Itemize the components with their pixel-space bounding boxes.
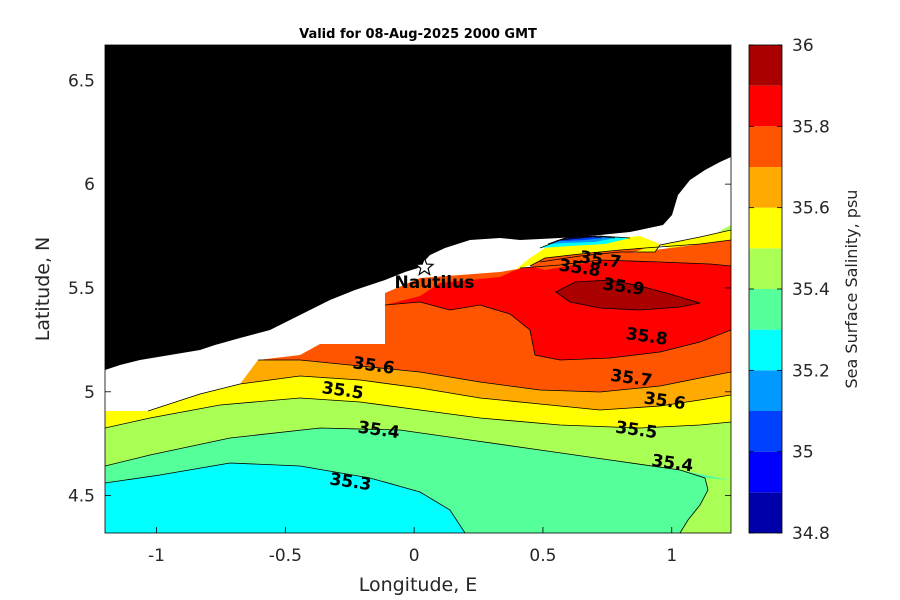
y-axis-label: Latitude, N bbox=[32, 237, 54, 342]
y-tick-label: 5.5 bbox=[68, 279, 95, 299]
colorbar-segment bbox=[749, 492, 782, 533]
colorbar-segment bbox=[749, 126, 782, 167]
map-plot-area bbox=[105, 45, 731, 533]
colorbar-tick-label: 36 bbox=[792, 36, 814, 56]
star-icon bbox=[414, 256, 435, 276]
y-tick-label: 5 bbox=[84, 383, 95, 403]
contour-line-35.3 bbox=[105, 462, 466, 533]
colorbar bbox=[749, 45, 782, 533]
colorbar-tick-label: 34.8 bbox=[792, 524, 830, 544]
land-mass bbox=[105, 45, 731, 370]
salinity-band-35.6 bbox=[105, 360, 731, 411]
contour-line-35.4 bbox=[105, 427, 709, 533]
salinity-band-35.9 bbox=[556, 280, 700, 310]
contour-line-35.2-north bbox=[539, 235, 631, 249]
map-title: Valid for 08-Aug-2025 2000 GMT bbox=[299, 27, 537, 42]
y-tick-label: 4.5 bbox=[68, 487, 95, 507]
contour-lines bbox=[105, 229, 731, 533]
colorbar-segment bbox=[749, 45, 782, 86]
y-axis-ticks: 4.5 5 5.5 6 6.5 bbox=[68, 71, 731, 507]
salinity-band-35.4 bbox=[105, 398, 731, 480]
x-axis-ticks: -1 -0.5 0 0.5 1 bbox=[148, 45, 677, 566]
colorbar-segment bbox=[749, 248, 782, 289]
colorbar-ticks: 34.8 35 35.2 35.4 35.6 35.8 36 bbox=[749, 36, 830, 544]
y-tick-label: 6 bbox=[84, 175, 95, 195]
colorbar-tick-label: 35 bbox=[792, 443, 814, 463]
colorbar-segment bbox=[749, 207, 782, 249]
y-tick-label: 6.5 bbox=[68, 71, 95, 91]
colorbar-segment bbox=[749, 167, 782, 208]
x-tick-label: -0.5 bbox=[269, 546, 302, 566]
x-tick-label: 0 bbox=[409, 546, 420, 566]
salinity-band-35.4-right bbox=[718, 225, 731, 232]
colorbar-segment bbox=[749, 451, 782, 493]
salinity-band-35.7-nearshore bbox=[530, 248, 645, 270]
contour-line-35.7-north bbox=[529, 239, 731, 267]
salinity-band-35.2 bbox=[105, 463, 465, 533]
colorbar-label: Sea Surface Salinity, psu bbox=[842, 190, 861, 389]
salinity-band-35.4-bottom-right bbox=[680, 478, 731, 533]
colorbar-segment bbox=[749, 370, 782, 411]
x-axis-label: Longitude, E bbox=[359, 574, 478, 596]
station-label: Nautilus bbox=[395, 273, 475, 293]
coastal-rock bbox=[577, 222, 584, 231]
colorbar-tick-label: 35.4 bbox=[792, 280, 830, 300]
colorbar-segment bbox=[749, 85, 782, 127]
salinity-band-35.5 bbox=[105, 376, 731, 428]
contour-line-35.8-north bbox=[519, 259, 731, 269]
x-tick-label: 0.5 bbox=[529, 546, 556, 566]
colorbar-tick-label: 35.6 bbox=[792, 199, 830, 219]
salinity-band-35.3 bbox=[105, 428, 731, 533]
contour-line-35.6 bbox=[147, 375, 731, 412]
contour-line-35.7 bbox=[258, 359, 731, 393]
colorbar-tick-label: 35.2 bbox=[792, 361, 830, 381]
contour-line-35.5 bbox=[105, 397, 731, 429]
contour-line-35.6-north bbox=[539, 229, 731, 263]
x-tick-label: -1 bbox=[148, 546, 165, 566]
contour-line-35.9 bbox=[555, 279, 701, 311]
annotation-layer: Nautilus bbox=[395, 256, 475, 293]
x-tick-label: 1 bbox=[666, 546, 677, 566]
colorbar-tick-label: 35.8 bbox=[792, 117, 830, 137]
contour-line-35.8 bbox=[384, 301, 731, 361]
colorbar-segment bbox=[749, 329, 782, 371]
salinity-band-35.5-right bbox=[660, 230, 731, 248]
colorbar-segment bbox=[749, 411, 782, 452]
plot-frame bbox=[104, 44, 732, 534]
salinity-band-35.8 bbox=[385, 260, 731, 360]
colorbar-segment bbox=[749, 289, 782, 330]
